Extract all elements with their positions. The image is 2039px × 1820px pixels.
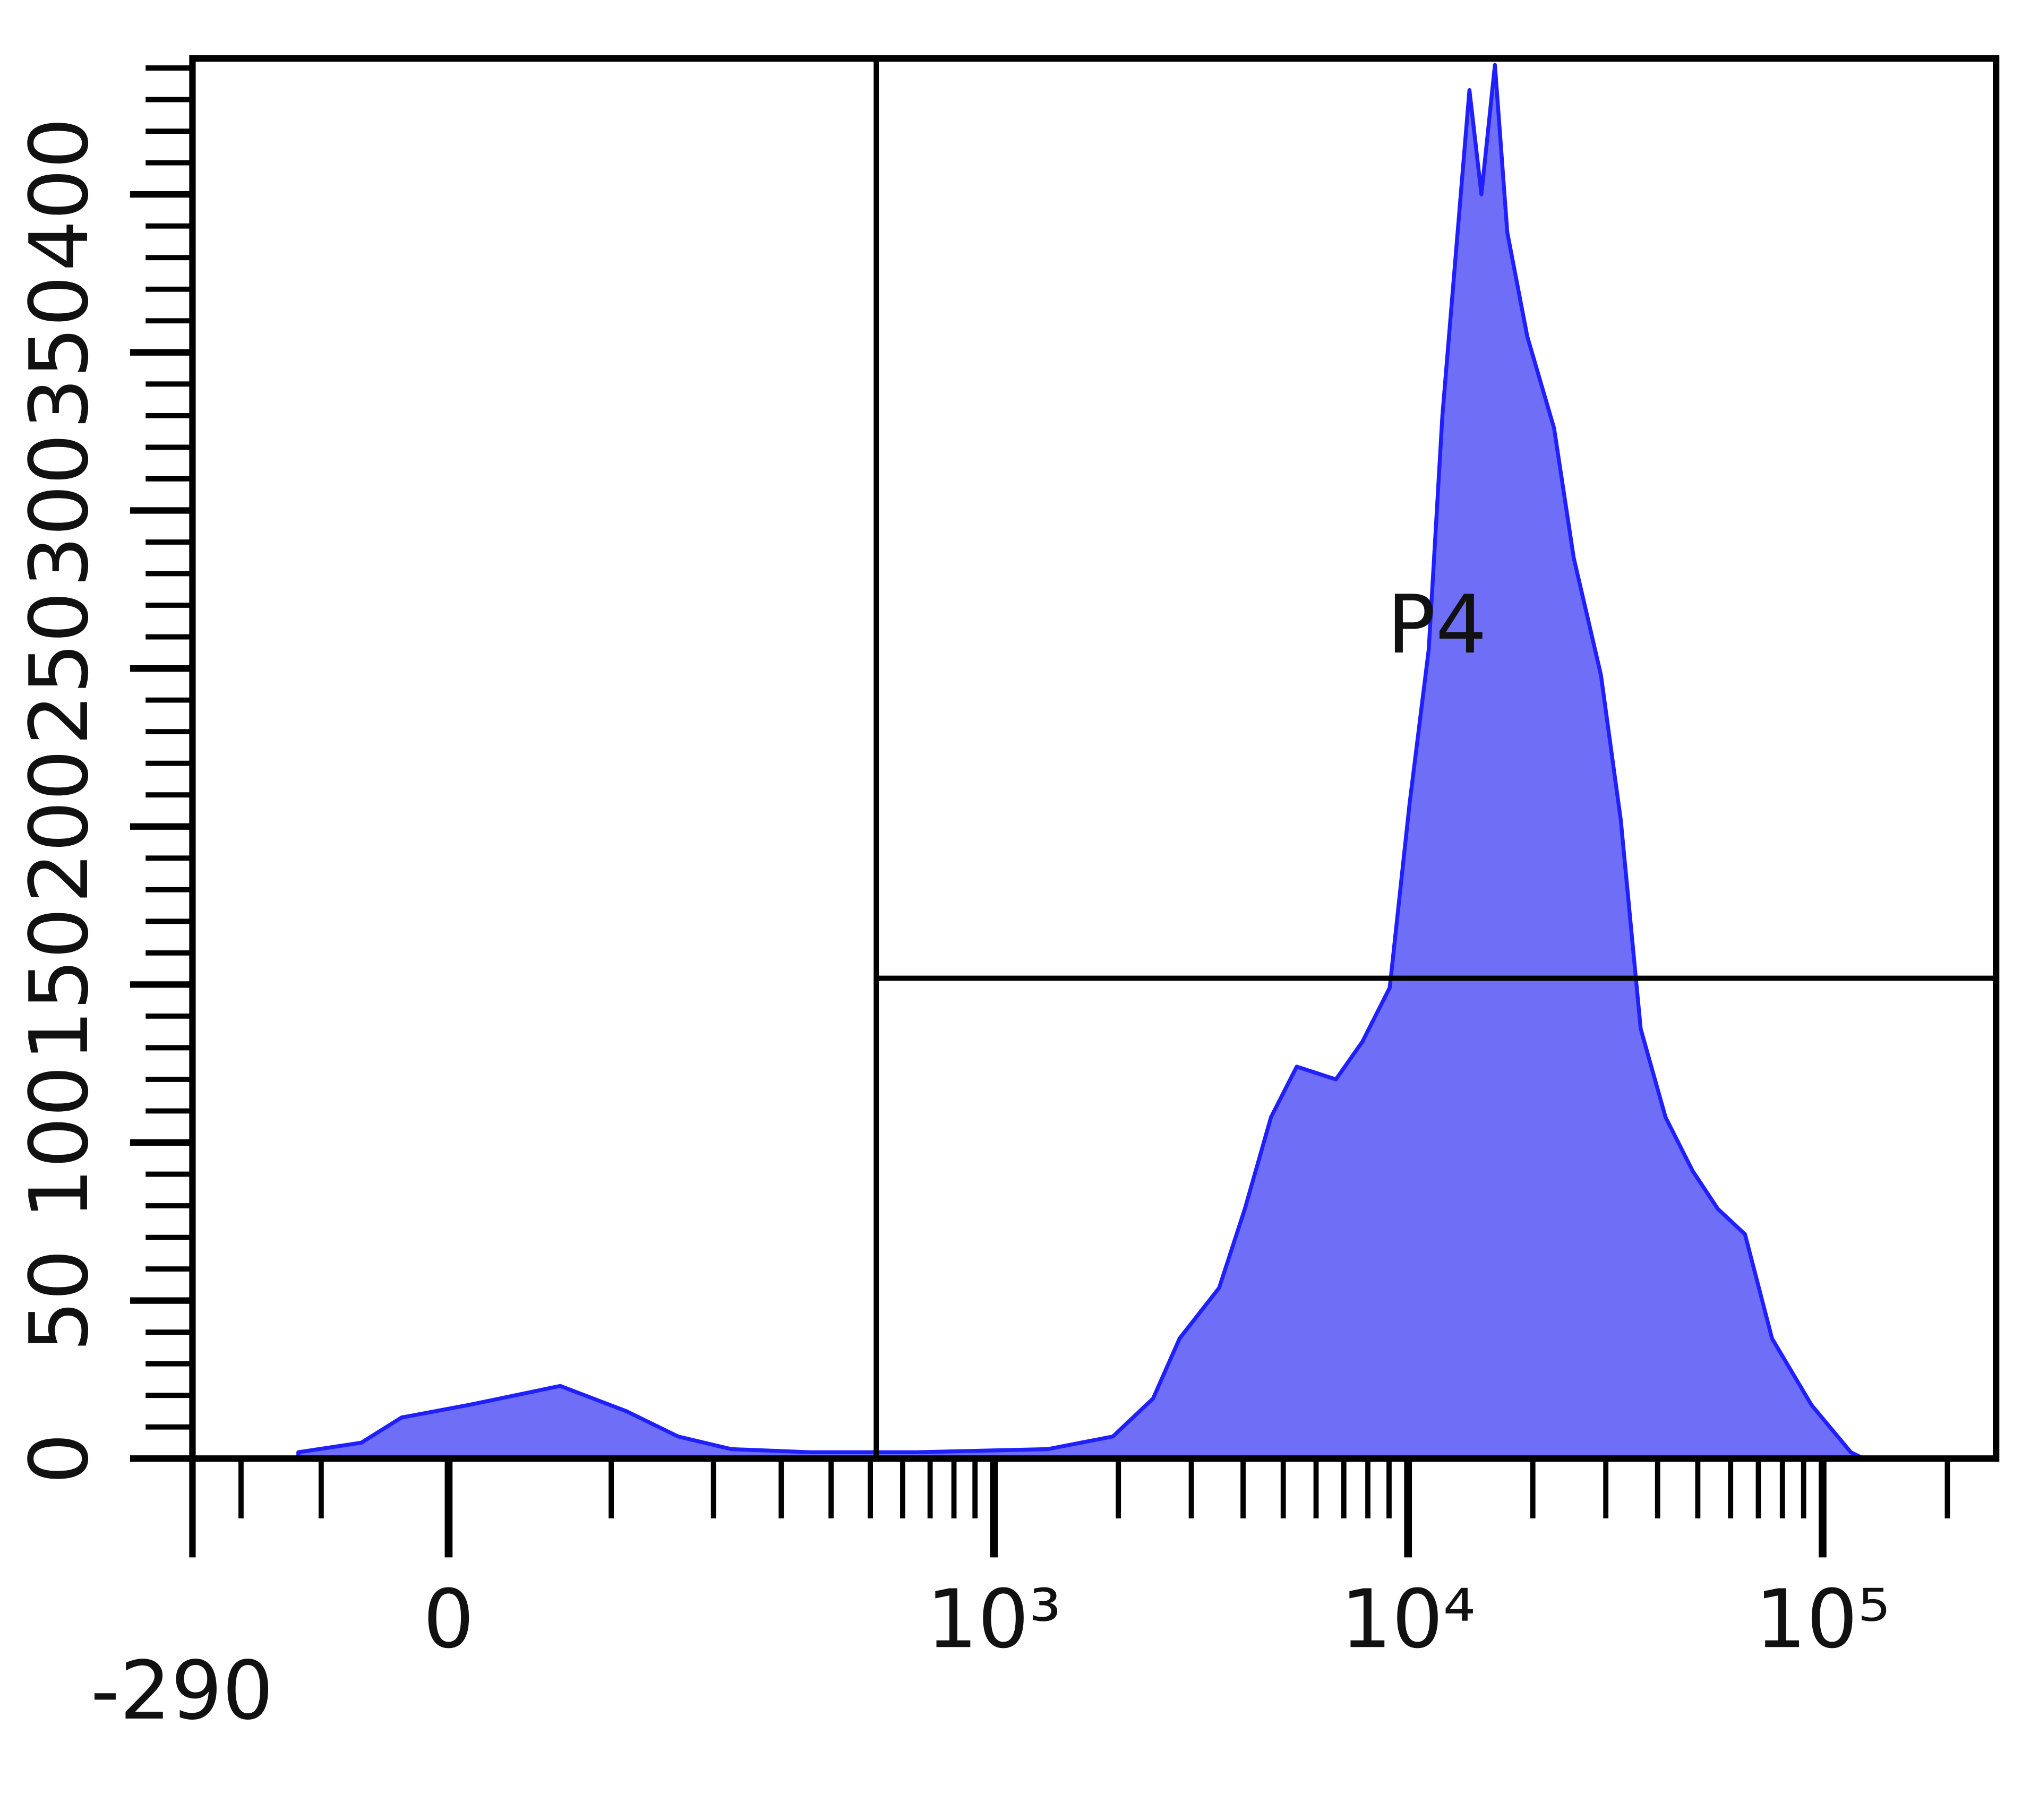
x-tick-label: 10⁴ (1341, 1572, 1476, 1666)
gate-label: P4 (1387, 578, 1487, 672)
y-tick-label: 350 (12, 276, 106, 430)
y-tick-label: 100 (12, 1066, 106, 1220)
x-tick-label: 10³ (927, 1572, 1061, 1666)
y-tick-label: 150 (12, 907, 106, 1061)
x-tick-label: 10⁵ (1755, 1572, 1890, 1666)
y-tick-label: 0 (12, 1433, 106, 1484)
x-tick-label: -290 (91, 1644, 274, 1738)
y-tick-label: 200 (12, 750, 106, 904)
y-tick-label: 50 (12, 1249, 106, 1352)
y-tick-label: 250 (12, 591, 106, 745)
y-tick-label: 300 (12, 434, 106, 588)
y-tick-label: 400 (12, 117, 106, 271)
x-tick-label: 0 (423, 1572, 475, 1666)
plot-frame (189, 55, 2000, 1462)
histogram-area (296, 63, 1866, 1461)
